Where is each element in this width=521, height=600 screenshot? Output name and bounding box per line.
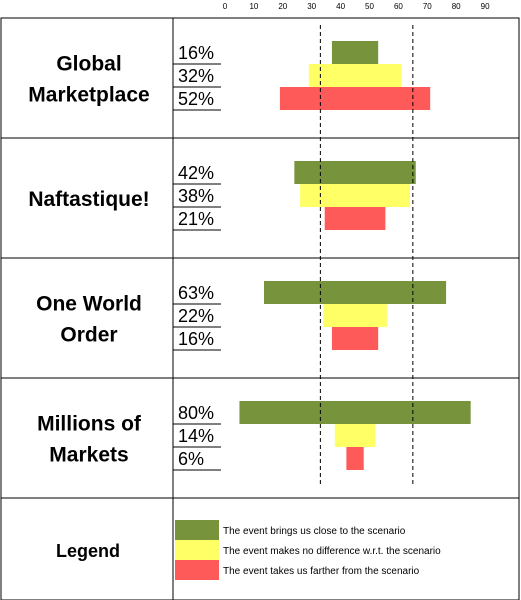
x-tick-label: 30 [307,2,316,11]
scenario-name: Marketplace [28,84,149,107]
scenario-row: Millions of Markets 80% 14% 6% [0,377,520,499]
scenario-row: Naftastique! 42% 38% 21% [0,137,520,259]
bar-closer [239,401,471,424]
bar-no-difference [334,424,376,447]
percent-label: 42% [178,163,214,183]
scenario-name: Markets [49,444,128,467]
scenario-name: One World [36,293,142,316]
legend-swatch [175,560,219,580]
percent-label: 32% [178,66,214,86]
reference-lines [319,25,414,487]
x-tick-label: 50 [365,2,374,11]
percent-label: 80% [178,403,214,423]
percent-label: 63% [178,283,214,303]
bar-closer [264,281,447,304]
legend-swatch [175,540,219,560]
bar-farther [346,447,364,470]
bar-no-difference [308,64,402,87]
scenario-row: Global Marketplace 16% 32% 52% [0,17,520,139]
legend-title: Legend [56,541,120,561]
percent-label: 14% [178,426,214,446]
bar-farther [324,207,386,230]
row-border [0,257,520,379]
percent-label: 52% [178,89,214,109]
bar-closer [294,161,416,184]
bar-no-difference [323,304,387,327]
x-tick-label: 0 [223,2,228,11]
x-tick-label: 60 [394,2,403,11]
scenario-name: Naftastique! [28,188,149,211]
bar-closer [331,41,379,64]
row-border [0,17,520,139]
scenario-row: One World Order 63% 22% 16% [0,257,520,379]
scenario-name: Global [56,53,121,76]
bar-no-difference [300,184,410,207]
percent-label: 6% [178,449,204,469]
bar-farther [279,87,431,110]
legend-entry-label: The event brings us close to the scenari… [223,526,406,537]
x-tick-label: 20 [278,2,287,11]
percent-label: 16% [178,43,214,63]
legend-entry-label: The event makes no difference w.r.t. the… [223,546,441,557]
legend-entry-label: The event takes us farther from the scen… [223,566,420,577]
percent-label: 22% [178,306,214,326]
legend-border [0,497,520,600]
percent-label: 16% [178,329,214,349]
scenario-name: Order [60,324,117,347]
bar-farther [331,327,379,350]
percent-label: 38% [178,186,214,206]
x-tick-label: 10 [249,2,258,11]
row-border [0,377,520,499]
x-tick-label: 40 [336,2,345,11]
percent-label: 21% [178,209,214,229]
x-tick-label: 90 [481,2,490,11]
legend-swatch [175,520,219,540]
x-axis-ticks: 0 10 20 30 40 50 60 70 80 90 [223,2,490,11]
scenario-name: Millions of [37,413,142,436]
legend: Legend The event brings us close to the s… [0,497,520,600]
scenario-rows: Global Marketplace 16% 32% 52% Naftastique! 42… [0,17,520,499]
x-tick-label: 70 [423,2,432,11]
x-tick-label: 80 [452,2,461,11]
